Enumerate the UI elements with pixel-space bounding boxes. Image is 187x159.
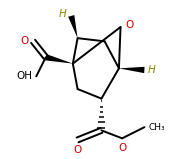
Text: O: O	[125, 21, 134, 30]
Text: O: O	[21, 36, 29, 46]
Text: O: O	[118, 143, 126, 153]
Text: H: H	[59, 9, 66, 19]
Polygon shape	[45, 54, 73, 64]
Polygon shape	[68, 15, 78, 38]
Text: OH: OH	[16, 71, 32, 81]
Polygon shape	[119, 67, 145, 73]
Text: CH₃: CH₃	[148, 123, 165, 132]
Text: H: H	[148, 65, 155, 75]
Text: O: O	[73, 145, 82, 155]
